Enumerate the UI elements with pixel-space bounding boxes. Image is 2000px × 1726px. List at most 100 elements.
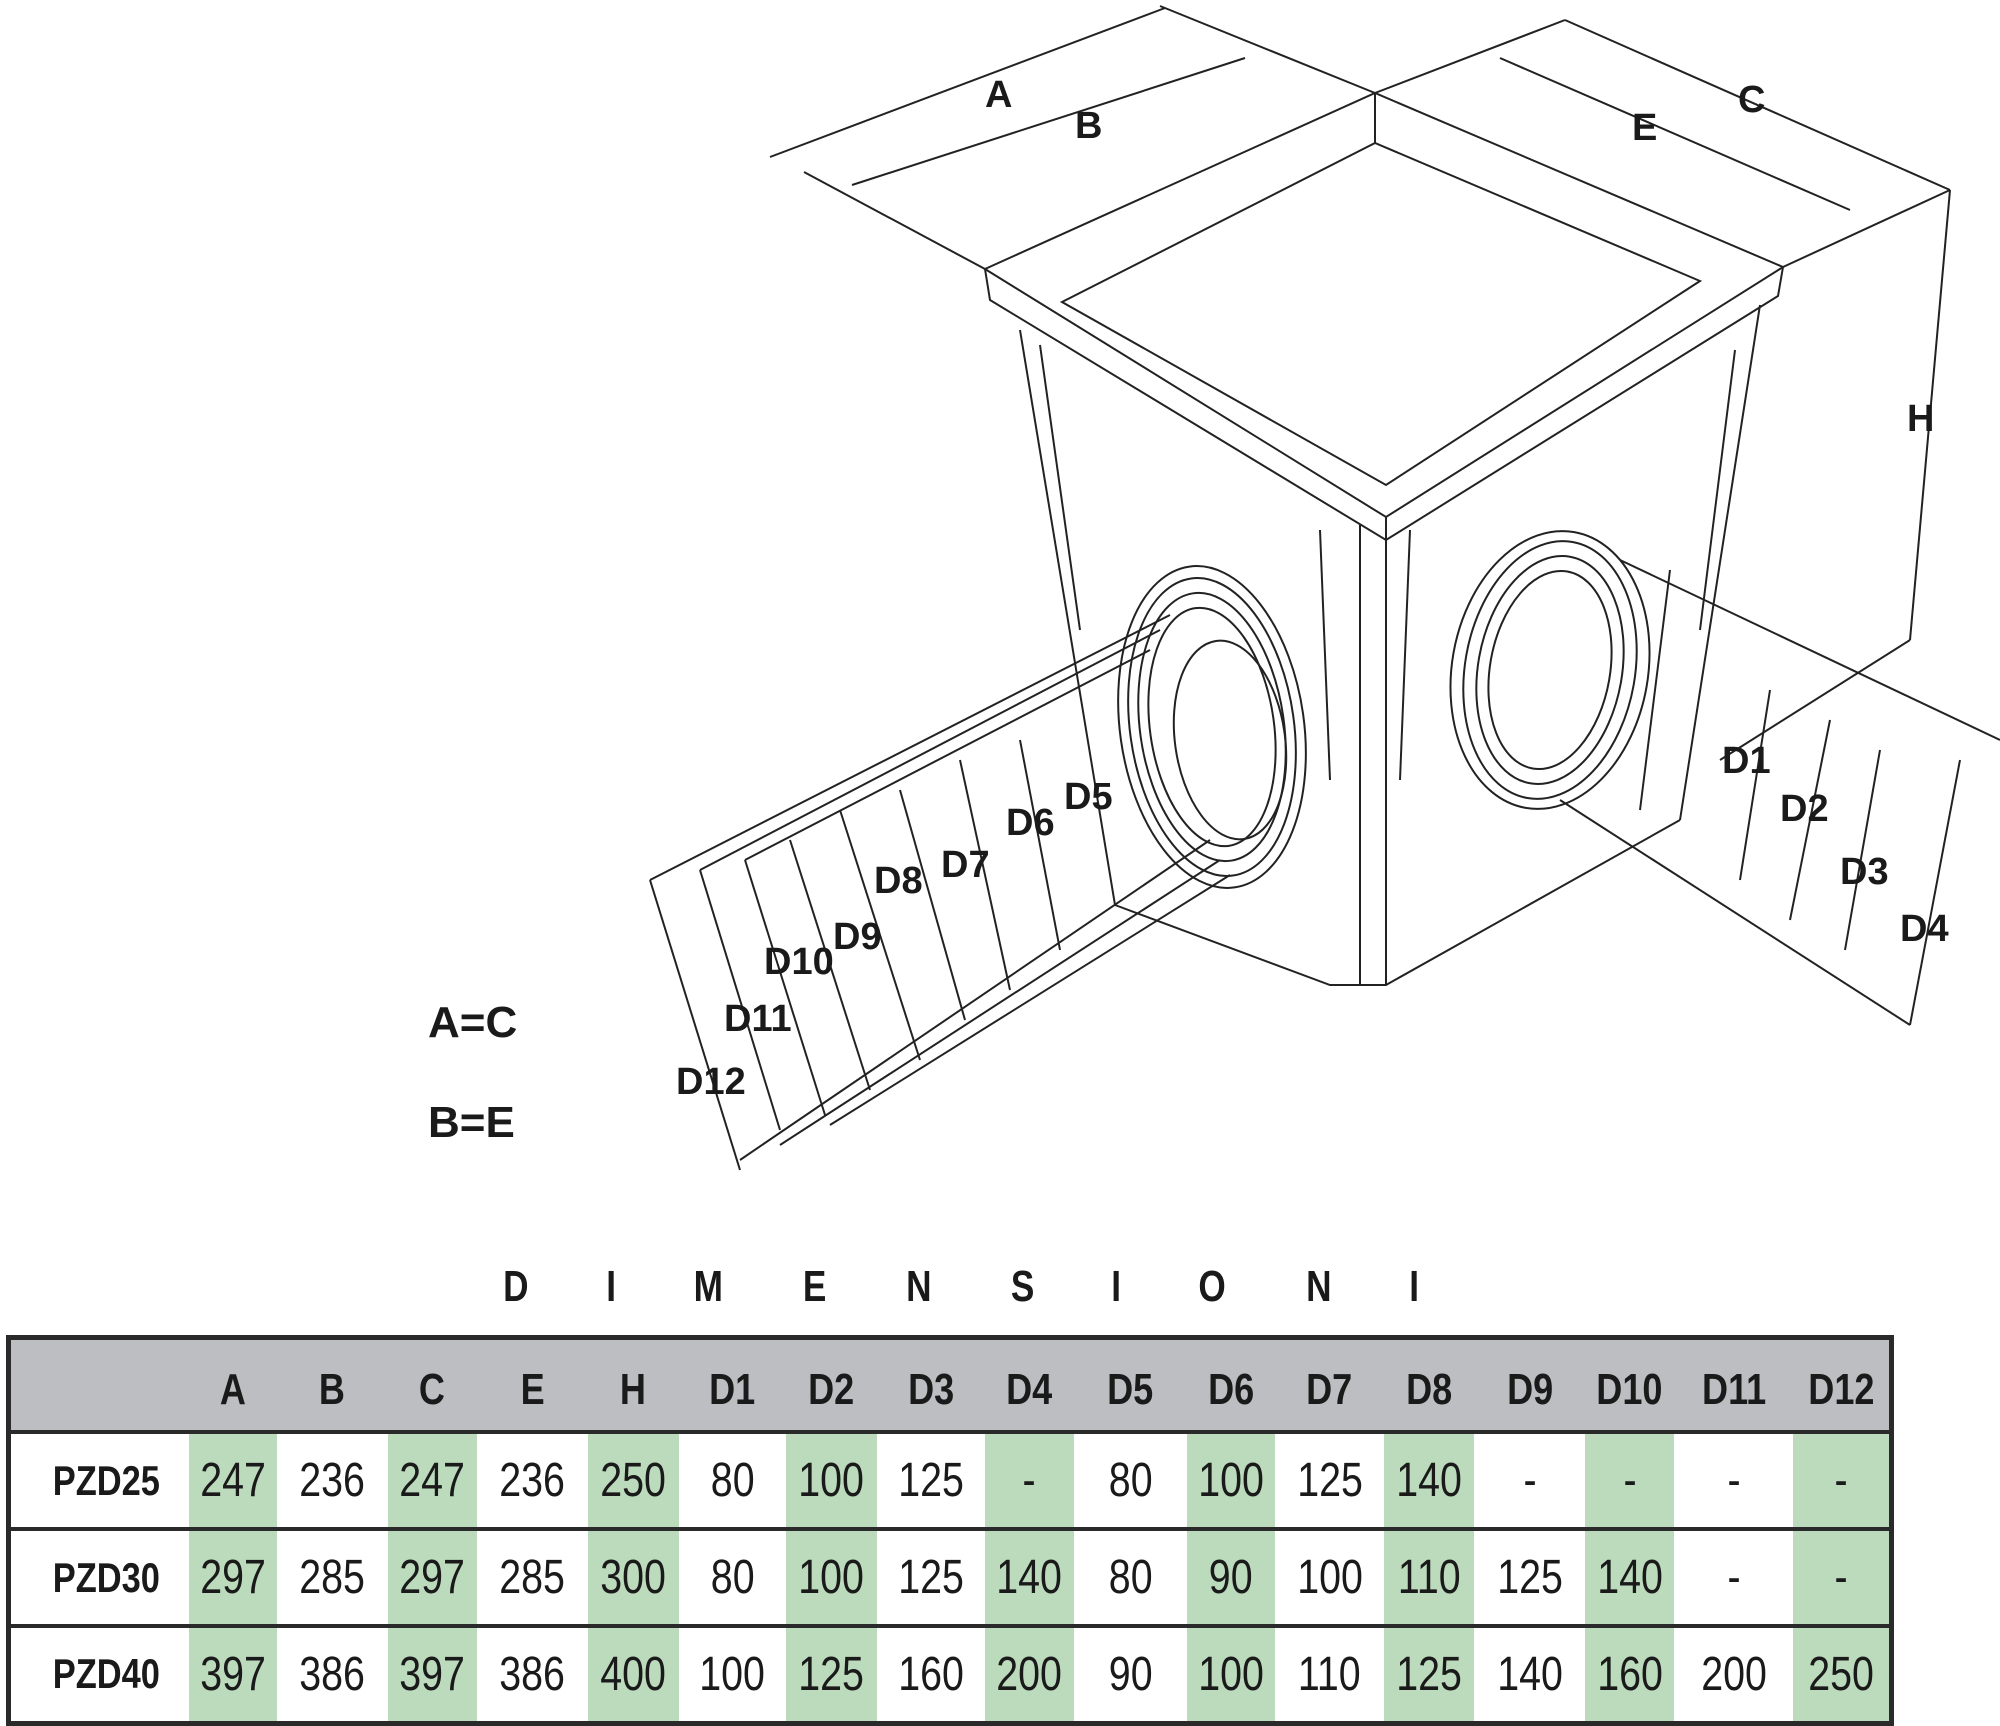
label-D4: D4: [1900, 908, 1949, 950]
cell-value: 80: [710, 1551, 755, 1604]
dimension-cell: 247: [387, 1430, 477, 1529]
cell-value: 297: [199, 1551, 266, 1604]
title-letter: M: [693, 1262, 724, 1311]
column-header-label: D2: [808, 1365, 855, 1414]
cell-value: 250: [1808, 1647, 1874, 1701]
cell-value: 100: [699, 1647, 766, 1701]
label-D12: D12: [676, 1061, 746, 1103]
cell-value: -: [1727, 1551, 1741, 1604]
label-D7: D7: [941, 844, 990, 886]
column-header: D4: [984, 1337, 1074, 1432]
cell-value: -: [1022, 1454, 1037, 1507]
cell-value: 236: [499, 1454, 566, 1507]
dimension-cell: 297: [188, 1527, 277, 1626]
cell-value: 250: [600, 1454, 667, 1507]
column-header: D8: [1384, 1337, 1475, 1432]
column-header-label: D6: [1208, 1365, 1255, 1414]
dimension-cell: -: [1793, 1527, 1892, 1626]
column-header-label: D9: [1506, 1365, 1553, 1414]
cell-value: 247: [199, 1454, 266, 1507]
dimension-cell: 397: [188, 1624, 277, 1723]
column-header-label: A: [219, 1365, 246, 1414]
dimension-cell: 397: [387, 1624, 477, 1723]
cell-value: 110: [1298, 1647, 1361, 1701]
cell-value: 400: [600, 1647, 667, 1701]
cell-value: 160: [898, 1647, 964, 1701]
cell-value: 100: [798, 1551, 865, 1604]
cell-value: 110: [1397, 1551, 1461, 1604]
dimension-cell: 160: [876, 1624, 985, 1723]
cell-value: 125: [898, 1551, 964, 1604]
cell-value: 397: [399, 1647, 466, 1701]
column-header: D12: [1793, 1337, 1892, 1432]
column-header-label: B: [319, 1365, 346, 1414]
title-letter: S: [1010, 1262, 1034, 1311]
equality-b-e: B=E: [428, 1098, 515, 1147]
dimension-cell: 160: [1585, 1624, 1675, 1723]
dimension-cell: 200: [984, 1624, 1074, 1723]
cell-value: 300: [600, 1551, 667, 1604]
box-outline: [649, 5, 2000, 1171]
model-label: PZD25: [52, 1456, 160, 1504]
cell-value: 247: [399, 1454, 466, 1507]
cell-value: 80: [1108, 1454, 1153, 1507]
cell-value: 125: [1496, 1551, 1563, 1604]
column-header: D11: [1674, 1337, 1794, 1432]
column-header: D1: [678, 1337, 786, 1432]
column-header: [8, 1337, 189, 1432]
dimension-cell: 386: [276, 1624, 388, 1723]
dimension-cell: 110: [1275, 1624, 1385, 1723]
dimension-cell: 125: [1275, 1430, 1385, 1529]
technical-drawing: A B C E H D1 D2 D3 D4 D5 D6 D7 D8 D9 D10…: [649, 5, 2000, 1171]
cell-value: 285: [299, 1551, 365, 1604]
cell-value: 297: [399, 1551, 466, 1604]
model-name: PZD25: [8, 1430, 189, 1529]
dimension-cell: 297: [387, 1527, 477, 1626]
column-header-label: D12: [1808, 1365, 1875, 1414]
column-header: A: [188, 1337, 277, 1432]
column-header: B: [276, 1337, 388, 1432]
label-D8: D8: [874, 860, 923, 902]
cell-value: 160: [1596, 1647, 1663, 1701]
dimension-cell: 200: [1674, 1624, 1794, 1723]
column-header-label: D5: [1107, 1365, 1154, 1414]
cell-value: 90: [1108, 1647, 1153, 1701]
cell-value: 285: [499, 1551, 566, 1604]
cell-value: 140: [996, 1551, 1063, 1604]
cell-value: 100: [1198, 1454, 1264, 1507]
dimension-cell: -: [984, 1430, 1074, 1529]
dimension-cell: 300: [587, 1527, 679, 1626]
model-name: PZD40: [8, 1624, 189, 1723]
cell-value: 200: [1700, 1647, 1767, 1701]
title-letter: N: [905, 1262, 932, 1311]
cell-value: 100: [1198, 1647, 1264, 1701]
dimension-cell: 140: [1585, 1527, 1675, 1626]
dimension-cell: 100: [1187, 1430, 1276, 1529]
label-D5: D5: [1064, 776, 1113, 818]
cell-value: 140: [1396, 1454, 1462, 1507]
column-header: D2: [785, 1337, 877, 1432]
column-header-label: D11: [1701, 1365, 1766, 1414]
label-D3: D3: [1840, 851, 1889, 893]
dimension-cell: 247: [188, 1430, 277, 1529]
dimension-cell: 125: [785, 1624, 877, 1723]
dimension-cell: 125: [876, 1430, 985, 1529]
cell-value: 80: [710, 1454, 755, 1507]
column-header: D3: [876, 1337, 985, 1432]
cell-value: 100: [798, 1454, 865, 1507]
title-letter: E: [803, 1262, 827, 1311]
dimension-cell: 125: [1384, 1624, 1475, 1723]
cell-value: 125: [898, 1454, 964, 1507]
dimension-cell: 140: [1474, 1624, 1586, 1723]
column-header: D5: [1074, 1337, 1188, 1432]
column-header-label: C: [419, 1365, 446, 1414]
dimension-cell: 250: [587, 1430, 679, 1529]
table-row: PZD30 297 285 297 285 300 80 100 125 140 80 90 100 11…: [8, 1527, 1892, 1626]
dimensions-table: A B C E H D1 D2 D3 D4 D5 D6 D7 D8 D9 D10 D11 D12 PZD25 24…: [6, 1335, 1894, 1726]
dimension-cell: 100: [1187, 1624, 1276, 1723]
cell-value: -: [1834, 1454, 1848, 1507]
dimension-cell: 100: [785, 1527, 877, 1626]
label-E: E: [1632, 107, 1657, 149]
model-name: PZD30: [8, 1527, 189, 1626]
